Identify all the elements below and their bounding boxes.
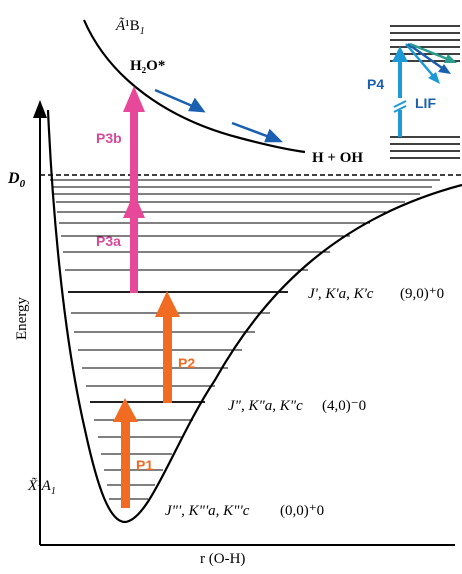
dissociation-arrows (154, 88, 284, 143)
excited-state-label: Ã¹B1 (115, 17, 145, 37)
lif-label: LIF (415, 95, 436, 111)
p3b-label: P3b (96, 130, 122, 146)
level-0-label: J"', K"'a, K"'c (165, 503, 250, 519)
p2-arrow (155, 291, 180, 403)
p1-label: P1 (136, 457, 153, 473)
vibrational-levels (50, 179, 440, 500)
x-axis-label: r (O-H) (200, 551, 245, 567)
d0-label: D0 (7, 170, 26, 190)
y-axis-arrowhead (33, 100, 47, 118)
level-0-vib-label: (0,0)⁺0 (280, 503, 324, 519)
ground-state-label: X̃¹A1 (27, 478, 56, 497)
level-4-vib-label: (4,0)⁻0 (322, 398, 366, 414)
p1-arrow (113, 398, 138, 508)
p4-label: P4 (367, 76, 384, 92)
level-9-vib-label: (9,0)⁺0 (400, 286, 444, 302)
level-9-label: J', K'a, K'c (308, 286, 374, 302)
p2-label: P2 (178, 355, 195, 371)
excited-state-curve (82, 19, 306, 154)
ground-state-curve (46, 109, 462, 524)
p4-arrow (392, 46, 408, 137)
lif-arrows (405, 42, 457, 84)
dissociation-products-label: H + OH (312, 150, 363, 166)
h2o-star-label: H₂O* (130, 58, 165, 74)
y-axis-label: Energy (14, 296, 30, 340)
level-4-label: J", K"a, K"c (228, 398, 303, 414)
p3b-arrow (123, 86, 145, 208)
p3a-label: P3a (96, 233, 121, 249)
